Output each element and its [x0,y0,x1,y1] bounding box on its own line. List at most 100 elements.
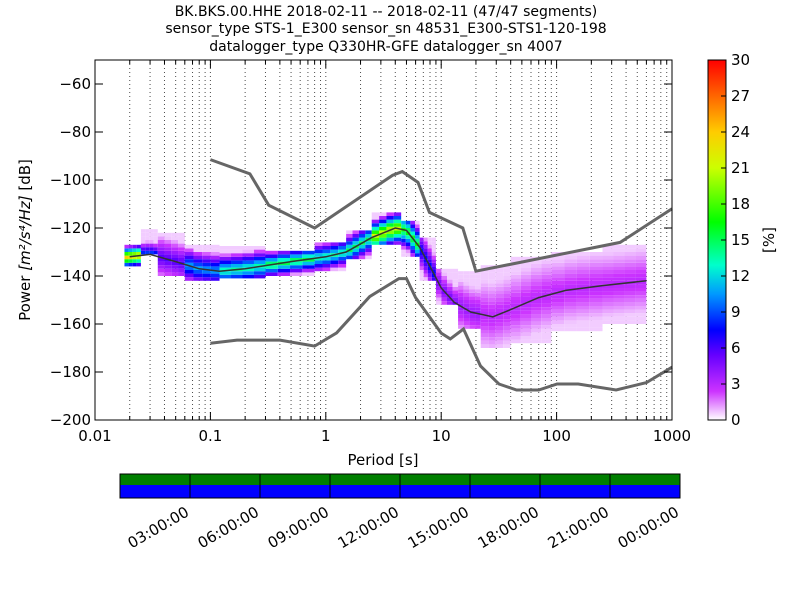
pdf-cell [613,280,625,285]
pdf-cell [178,272,185,276]
pdf-cell [551,288,565,292]
pdf-cell [613,273,625,278]
pdf-cell [302,268,315,273]
pdf-cell [431,255,436,260]
pdf-cell [149,232,154,237]
pdf-cell [510,328,521,333]
pdf-cell [530,264,542,268]
pdf-cell [419,252,424,256]
pdf-cell [401,253,406,257]
pdf-cell [157,250,165,255]
pdf-cell [330,249,339,254]
pdf-cell [401,246,406,250]
pdf-cell [290,272,303,276]
pdf-cell [463,310,470,315]
pdf-cell [576,262,590,267]
pdf-cell [488,272,496,276]
pdf-cell [322,242,331,246]
pdf-cell [541,310,552,315]
pdf-cell [530,285,542,290]
pdf-cell [458,274,464,279]
pdf-cell [624,248,636,252]
pdf-cell [386,216,394,220]
pdf-cell [520,325,531,329]
pdf-cell [510,318,521,322]
pdf-cell [386,223,394,227]
pdf-cell [480,322,489,327]
pdf-cell [164,250,172,255]
pdf-cell [153,229,158,233]
pdf-cell [510,336,521,340]
pdf-cell [488,312,496,316]
pdf-cell [589,327,603,332]
pdf-cell [488,268,496,273]
pdf-cell [184,244,194,249]
pdf-cell [210,252,220,256]
pdf-cell [576,306,590,310]
pdf-cell [193,262,203,267]
pdf-cell [635,248,647,252]
pdf-cell [530,314,542,318]
pdf-cell [602,259,614,263]
pdf-cell [480,301,489,305]
pdf-cell [495,326,504,330]
pdf-cell [452,286,459,291]
pdf-cell [352,234,359,238]
pdf-cell [589,302,603,306]
pdf-cell [624,270,636,274]
pdf-cell [576,313,590,317]
pdf-cell [551,291,565,296]
pdf-cell [613,288,625,292]
pdf-cell [415,228,420,232]
pdf-cell [277,254,291,258]
pdf-cell [358,237,366,242]
pdf-cell [405,238,411,243]
y-tick-label: −60 [59,75,91,93]
y-tick-label: −160 [50,315,91,333]
pdf-cell [613,252,625,256]
pdf-cell [624,298,636,303]
pdf-cell [423,241,428,245]
pdf-cell [495,294,504,298]
pdf-cell [469,282,476,286]
pdf-cell [495,286,504,291]
pdf-cell [322,264,331,268]
colorbar-tick-label: 9 [731,303,741,321]
pdf-cell [435,294,442,298]
pdf-cell [164,243,172,248]
pdf-cell [178,254,185,258]
pdf-cell [624,273,636,278]
pdf-cell [431,248,436,252]
pdf-cell [386,241,394,245]
pdf-cell [463,318,470,322]
pdf-cell [564,291,577,296]
pdf-cell [564,273,577,278]
x-tick-label: 0.01 [78,427,111,445]
pdf-cell [210,273,220,278]
pdf-cell [541,328,552,333]
pdf-cell [495,268,504,273]
pdf-cell [624,259,636,263]
pdf-cell [480,283,489,287]
pdf-cell [405,242,411,246]
pdf-cell [463,292,470,297]
pdf-cell [488,319,496,323]
pdf-cell [469,289,476,293]
x-tick-label: 100 [542,427,571,445]
pdf-cell [435,286,442,291]
pdf-cell [530,328,542,333]
pdf-cell [480,315,489,320]
pdf-cell [624,266,636,270]
pdf-cell [624,284,636,288]
pdf-cell [564,280,577,285]
pdf-cell [463,300,470,304]
pdf-cell [379,230,387,234]
colorbar-tick-label: 12 [731,267,750,285]
pdf-cell [136,259,141,263]
pdf-cell [401,249,406,254]
pdf-cell [503,265,511,269]
pdf-cell [132,252,137,256]
pdf-cell [140,250,146,255]
pdf-cell [503,283,511,287]
pdf-cell [495,276,504,280]
